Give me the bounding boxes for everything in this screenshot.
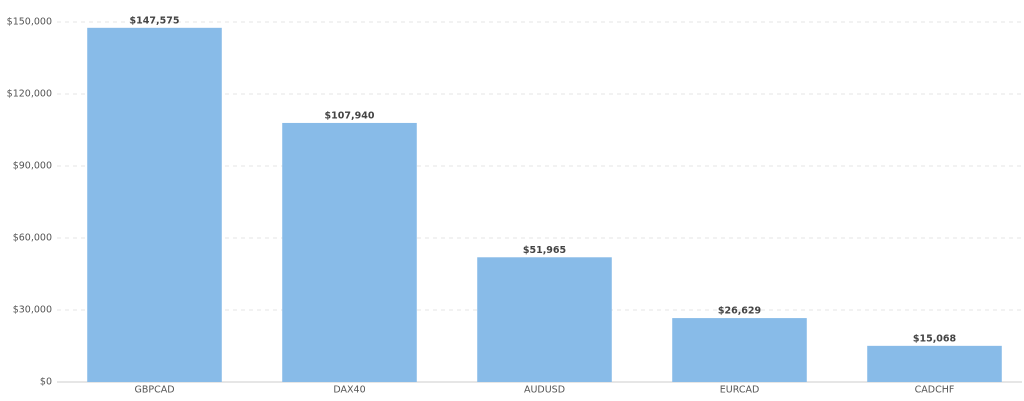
x-tick-label: EURCAD	[720, 385, 760, 396]
value-label: $147,575	[130, 15, 180, 26]
bar	[282, 122, 417, 382]
bar	[477, 257, 612, 382]
y-tick-label: $120,000	[7, 89, 52, 100]
value-label: $26,629	[718, 306, 761, 317]
y-tick-label: $90,000	[13, 161, 52, 172]
bar	[672, 318, 807, 382]
x-tick-label: CADCHF	[915, 385, 955, 396]
x-tick-label: DAX40	[333, 385, 365, 396]
bar	[87, 27, 222, 382]
y-tick-label: $0	[40, 377, 52, 388]
y-tick-label: $30,000	[13, 305, 52, 316]
bar	[867, 345, 1002, 382]
value-label: $51,965	[523, 245, 566, 256]
y-tick-label: $60,000	[13, 233, 52, 244]
x-tick-label: AUDUSD	[524, 385, 565, 396]
y-tick-label: $150,000	[7, 17, 52, 28]
value-label: $107,940	[325, 110, 375, 121]
value-label: $15,068	[913, 333, 957, 344]
x-tick-label: GBPCAD	[134, 385, 174, 396]
